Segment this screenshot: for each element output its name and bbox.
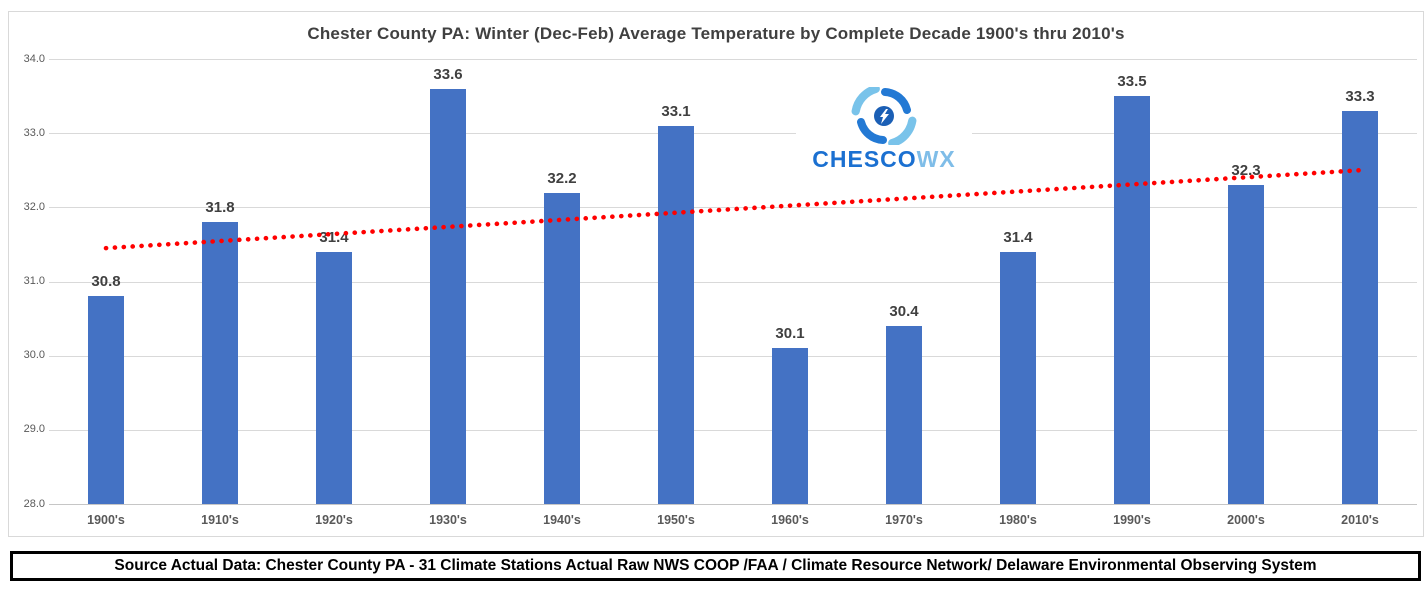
- bar: [202, 222, 238, 504]
- bar-value-label: 31.8: [205, 199, 235, 217]
- chescowx-logo: CHESCOWX: [796, 84, 972, 173]
- bar: [658, 125, 694, 504]
- gridline: [49, 207, 1417, 209]
- chart-container: Chester County PA: Winter (Dec-Feb) Aver…: [8, 11, 1424, 537]
- gridline: [49, 59, 1417, 60]
- bar: [430, 88, 466, 504]
- x-tick-label: 1960's: [771, 513, 809, 527]
- x-axis-line: [49, 504, 1417, 505]
- gridline: [49, 355, 1417, 357]
- x-tick-label: 1990's: [1113, 513, 1151, 527]
- y-tick-label: 28.0: [23, 497, 45, 510]
- x-tick-label: 2000's: [1227, 513, 1265, 527]
- gridline: [49, 281, 1417, 283]
- bar: [1000, 251, 1036, 504]
- y-tick-label: 31.0: [23, 275, 45, 287]
- bar: [1342, 110, 1378, 504]
- bar: [544, 192, 580, 504]
- bar: [316, 251, 352, 504]
- logo-text-secondary: WX: [916, 146, 956, 172]
- bar: [886, 326, 922, 504]
- source-text: Source Actual Data: Chester County PA - …: [114, 557, 1317, 574]
- bar-value-label: 30.8: [91, 273, 121, 291]
- bar-value-label: 33.5: [1117, 73, 1147, 91]
- logo-text-primary: CHESCO: [812, 146, 917, 172]
- bar: [1114, 96, 1150, 504]
- x-tick-label: 1980's: [999, 513, 1037, 527]
- x-tick-label: 2010's: [1341, 513, 1379, 527]
- bar-value-label: 30.1: [775, 325, 805, 343]
- x-tick-label: 1900's: [87, 513, 125, 527]
- y-tick-label: 30.0: [23, 349, 45, 362]
- logo-wordmark: CHESCOWX: [796, 148, 972, 171]
- x-tick-label: 1940's: [543, 513, 581, 527]
- x-tick-label: 1910's: [201, 513, 239, 527]
- y-tick-label: 34.0: [23, 52, 45, 65]
- y-tick-label: 33.0: [23, 126, 45, 139]
- source-bar: Source Actual Data: Chester County PA - …: [10, 551, 1421, 581]
- bar-value-label: 32.2: [547, 169, 577, 187]
- hurricane-swirl-icon: [851, 84, 917, 148]
- x-tick-label: 1970's: [885, 513, 923, 527]
- bar-value-label: 33.3: [1345, 87, 1375, 105]
- chart-title: Chester County PA: Winter (Dec-Feb) Aver…: [307, 24, 1125, 43]
- bar-value-label: 32.3: [1231, 162, 1261, 180]
- x-tick-label: 1920's: [315, 513, 353, 527]
- y-tick-label: 32.0: [23, 200, 45, 213]
- gridline: [49, 429, 1417, 431]
- bar-value-label: 31.4: [1003, 228, 1033, 246]
- bar-value-label: 33.6: [433, 65, 463, 83]
- trendline: [103, 167, 1363, 251]
- x-tick-label: 1930's: [429, 513, 467, 527]
- bar: [1228, 185, 1264, 504]
- bar-value-label: 33.1: [661, 102, 691, 120]
- plot-area: 30.8 1900's 31.8 1910's 31.4 1920's 33.6 1930's…: [49, 59, 1417, 527]
- x-tick-label: 1950's: [657, 513, 695, 527]
- bar: [772, 348, 808, 504]
- bar: [88, 296, 124, 504]
- gridline: [49, 133, 1417, 135]
- y-tick-label: 29.0: [23, 423, 45, 436]
- bar-value-label: 30.4: [889, 303, 919, 320]
